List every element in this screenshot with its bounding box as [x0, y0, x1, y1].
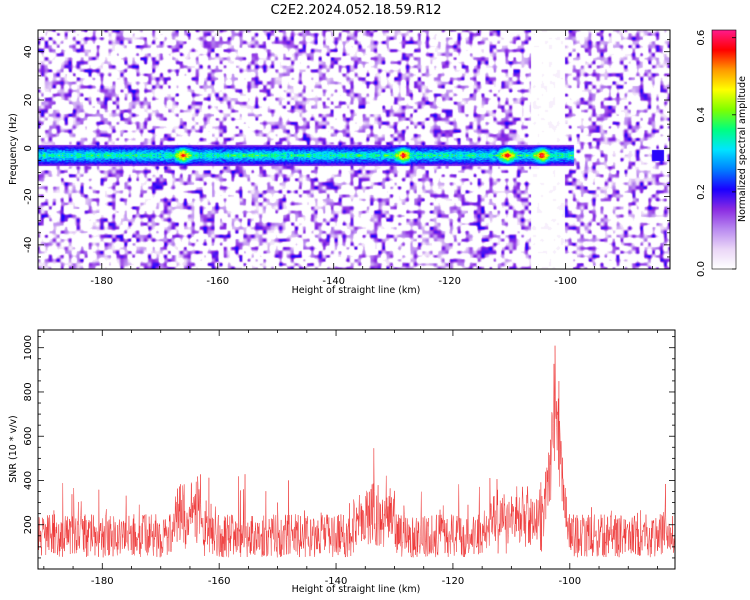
snr-x-tick-label: -180 — [91, 576, 114, 587]
spectrogram-y-tick-label: -40 — [23, 237, 34, 253]
snr-y-label: SNR (10 * v/v) — [8, 415, 19, 483]
spectrogram-y-label: Frequency (Hz) — [8, 113, 19, 185]
snr-x-label: Height of straight line (km) — [292, 584, 421, 595]
spectrogram-x-ticks: -180 -160 -140 -120 -100 — [43, 30, 654, 287]
snr-y-tick-label: 1000 — [23, 335, 34, 360]
spectrogram-panel: -180 -160 -140 -120 -100 -40 -20 0 20 40 Height … — [8, 29, 671, 296]
snr-y-tick-label: 200 — [23, 515, 34, 534]
spectrogram-y-tick-label: 0 — [23, 145, 34, 151]
snr-y-tick-label: 400 — [23, 471, 34, 490]
spectrogram-y-ticks: -40 -20 0 20 40 — [23, 39, 670, 270]
colorbar-label: Normalized spectral amplitude — [737, 76, 748, 222]
snr-x-tick-label: -140 — [325, 576, 348, 587]
snr-x-tick-label: -160 — [208, 576, 231, 587]
snr-y-tick-label: 600 — [23, 427, 34, 446]
colorbar-gradient — [712, 30, 736, 269]
figure-title: C2E2.2024.052.18.59.R12 — [270, 3, 441, 18]
spectrogram-x-tick-label: -180 — [90, 276, 113, 287]
spectrogram-heatmap — [38, 30, 670, 269]
colorbar-tick-label: 0.2 — [696, 184, 707, 200]
snr-y-tick-label: 800 — [23, 382, 34, 401]
spectrogram-y-tick-label: 20 — [23, 94, 34, 107]
snr-y-ticks: 200 400 600 800 1000 — [23, 335, 675, 570]
spectrogram-x-tick-label: -120 — [438, 276, 461, 287]
spectrogram-y-tick-label: -20 — [23, 188, 34, 204]
colorbar-frame — [711, 29, 737, 270]
colorbar-tick-label: 0.6 — [696, 30, 707, 46]
spectrogram-image-holder — [38, 30, 670, 269]
spectrogram-x-tick-label: -140 — [322, 276, 345, 287]
snr-frame — [37, 329, 676, 570]
colorbar-tick-label: 0.4 — [696, 107, 707, 123]
snr-panel: -180 -160 -140 -120 -100 200 400 600 800 1000 He… — [8, 329, 676, 595]
spectrogram-x-tick-label: -160 — [206, 276, 229, 287]
spectrogram-y-tick-label: 40 — [23, 45, 34, 58]
snr-x-tick-label: -100 — [558, 576, 581, 587]
snr-x-tick-label: -120 — [442, 576, 465, 587]
spectrogram-frame — [37, 29, 671, 270]
colorbar: 0.0 0.2 0.4 0.6 Normalized spectral amplitu… — [696, 29, 748, 277]
colorbar-ticks: 0.0 0.2 0.4 0.6 — [696, 30, 736, 277]
colorbar-tick-label: 0.0 — [696, 261, 707, 277]
snr-series-line — [37, 345, 676, 558]
spectrogram-x-tick-label: -100 — [554, 276, 577, 287]
snr-x-ticks: -180 -160 -140 -120 -100 — [43, 330, 658, 587]
spectrogram-x-label: Height of straight line (km) — [292, 285, 421, 296]
